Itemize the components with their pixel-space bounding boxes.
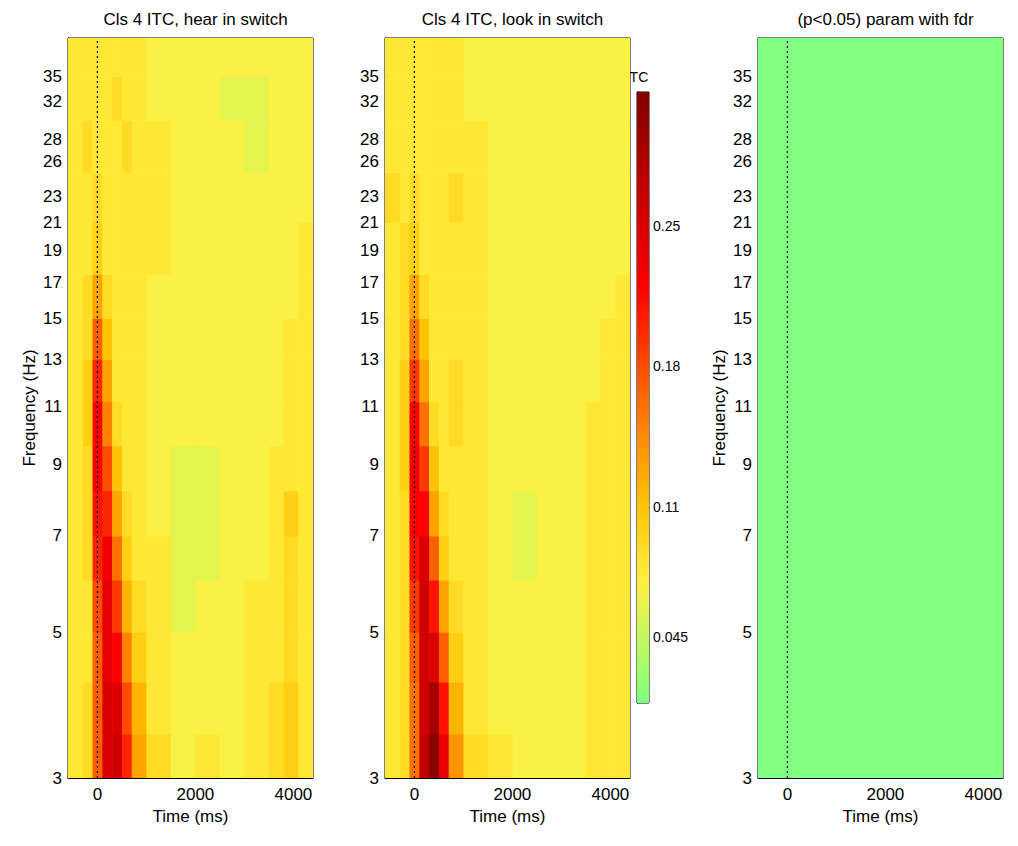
- svg-text:19: 19: [733, 241, 752, 260]
- svg-text:0.25: 0.25: [653, 218, 680, 234]
- svg-text:4000: 4000: [964, 785, 1002, 804]
- svg-text:9: 9: [53, 455, 62, 474]
- svg-text:5: 5: [53, 623, 62, 642]
- svg-text:11: 11: [361, 397, 379, 416]
- svg-text:4000: 4000: [591, 785, 629, 804]
- svg-text:3: 3: [53, 769, 62, 788]
- svg-text:17: 17: [43, 273, 62, 292]
- svg-text:23: 23: [43, 187, 62, 206]
- svg-text:32: 32: [43, 92, 62, 111]
- svg-text:11: 11: [734, 397, 752, 416]
- svg-text:0.045: 0.045: [653, 629, 688, 645]
- svg-text:28: 28: [733, 130, 752, 149]
- svg-text:17: 17: [360, 273, 379, 292]
- svg-text:2000: 2000: [866, 785, 904, 804]
- svg-text:23: 23: [360, 187, 379, 206]
- svg-text:15: 15: [43, 309, 62, 328]
- svg-text:13: 13: [733, 350, 752, 369]
- svg-text:9: 9: [743, 455, 752, 474]
- svg-text:0: 0: [93, 785, 102, 804]
- svg-text:35: 35: [733, 67, 752, 86]
- svg-text:21: 21: [360, 213, 379, 232]
- svg-text:Frequency (Hz): Frequency (Hz): [20, 349, 39, 466]
- svg-text:(p<0.05) param with fdr: (p<0.05) param with fdr: [797, 10, 974, 29]
- svg-text:7: 7: [743, 526, 752, 545]
- svg-text:Time (ms): Time (ms): [843, 807, 919, 826]
- svg-text:Time (ms): Time (ms): [470, 807, 546, 826]
- svg-text:Frequency (Hz): Frequency (Hz): [710, 349, 729, 466]
- svg-text:28: 28: [360, 130, 379, 149]
- svg-text:3: 3: [743, 769, 752, 788]
- svg-text:26: 26: [733, 152, 752, 171]
- svg-text:5: 5: [743, 623, 752, 642]
- svg-text:ITC: ITC: [625, 69, 649, 85]
- svg-text:5: 5: [370, 623, 379, 642]
- svg-text:21: 21: [733, 213, 752, 232]
- svg-text:7: 7: [53, 526, 62, 545]
- svg-text:19: 19: [360, 241, 379, 260]
- svg-text:26: 26: [43, 152, 62, 171]
- svg-text:28: 28: [43, 130, 62, 149]
- svg-text:32: 32: [733, 92, 752, 111]
- svg-text:26: 26: [360, 152, 379, 171]
- svg-text:17: 17: [733, 273, 752, 292]
- svg-text:13: 13: [360, 350, 379, 369]
- svg-text:0.11: 0.11: [653, 499, 679, 515]
- svg-text:15: 15: [733, 309, 752, 328]
- svg-text:4000: 4000: [274, 785, 312, 804]
- svg-text:2000: 2000: [176, 785, 214, 804]
- svg-text:35: 35: [360, 67, 379, 86]
- svg-text:Cls 4 ITC, look in switch: Cls 4 ITC, look in switch: [422, 10, 603, 29]
- svg-text:Time (ms): Time (ms): [153, 807, 229, 826]
- svg-text:21: 21: [43, 213, 62, 232]
- svg-text:19: 19: [43, 241, 62, 260]
- svg-text:2000: 2000: [493, 785, 531, 804]
- svg-text:32: 32: [360, 92, 379, 111]
- svg-text:15: 15: [360, 309, 379, 328]
- svg-text:0: 0: [783, 785, 792, 804]
- svg-text:35: 35: [43, 67, 62, 86]
- svg-text:13: 13: [43, 350, 62, 369]
- svg-text:23: 23: [733, 187, 752, 206]
- svg-text:Cls 4 ITC, hear in switch: Cls 4 ITC, hear in switch: [103, 10, 287, 29]
- svg-text:7: 7: [370, 526, 379, 545]
- svg-text:11: 11: [44, 397, 62, 416]
- svg-text:0: 0: [410, 785, 419, 804]
- svg-text:0.18: 0.18: [653, 358, 680, 374]
- svg-text:3: 3: [370, 769, 379, 788]
- svg-text:9: 9: [370, 455, 379, 474]
